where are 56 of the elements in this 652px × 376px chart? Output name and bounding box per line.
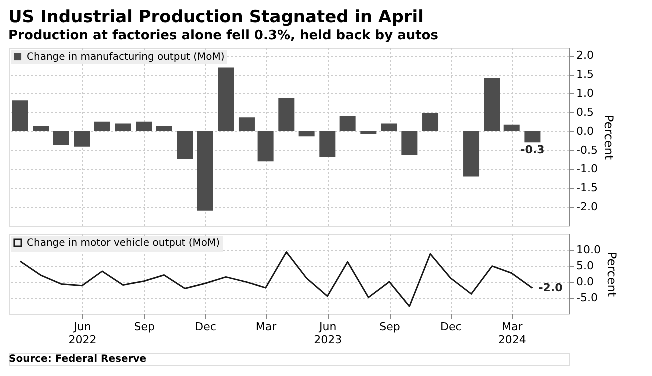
source-note: Source: Federal Reserve bbox=[9, 354, 147, 365]
y-axis-title: Percent bbox=[602, 114, 616, 160]
y-tick-label: 0.0 bbox=[576, 124, 594, 138]
bar bbox=[258, 131, 274, 162]
y-tick-label: -2.0 bbox=[576, 200, 598, 214]
line-series bbox=[20, 251, 534, 308]
bar bbox=[12, 100, 28, 132]
bar bbox=[53, 131, 70, 146]
bar bbox=[464, 131, 480, 177]
bar bbox=[320, 131, 336, 158]
y-axis-title: Percent bbox=[604, 252, 619, 298]
y-tick-label: 1.5 bbox=[576, 68, 594, 82]
y-tick-label: 2.0 bbox=[576, 49, 594, 62]
x-tick-label: Sep bbox=[134, 320, 156, 334]
legend-label: Change in motor vehicle output (MoM) bbox=[27, 238, 220, 249]
bar bbox=[238, 118, 255, 132]
bar bbox=[524, 131, 541, 143]
bar bbox=[136, 122, 152, 132]
chart-subtitle: Production at factories alone fell 0.3%, held back by autos bbox=[8, 28, 439, 44]
y-tick-label: 1.0 bbox=[576, 86, 594, 100]
bar bbox=[115, 124, 132, 132]
data-label: -0.3 bbox=[520, 144, 545, 157]
y-tick-label: 0.5 bbox=[576, 106, 594, 119]
bar bbox=[402, 131, 418, 156]
y-tick-label: -1.0 bbox=[576, 162, 598, 176]
bar bbox=[218, 68, 234, 132]
bar bbox=[74, 131, 90, 147]
data-label: -2.0 bbox=[538, 281, 564, 294]
bar bbox=[298, 131, 315, 137]
x-tick-label: Sep bbox=[380, 320, 400, 334]
x-tick-label: Mar bbox=[256, 320, 278, 334]
bar bbox=[484, 78, 500, 132]
bar bbox=[33, 126, 50, 132]
x-tick-label: Dec bbox=[440, 320, 462, 334]
x-tick-label: Mar 2024 bbox=[498, 320, 526, 346]
y-tick-label: 10.0 bbox=[576, 244, 601, 256]
y-tick-label: 5.0 bbox=[576, 260, 594, 272]
x-tick-label: Dec bbox=[195, 320, 216, 334]
y-tick-label: 0.0 bbox=[576, 276, 594, 288]
bar bbox=[177, 131, 194, 160]
bar bbox=[504, 124, 520, 132]
x-tick-label: Jun 2023 bbox=[314, 320, 342, 346]
y-tick-label: -1.5 bbox=[576, 182, 598, 195]
y-tick-label: -0.5 bbox=[576, 144, 598, 157]
bar bbox=[382, 124, 398, 132]
y-tick-label: -5.0 bbox=[576, 292, 598, 304]
bar bbox=[422, 113, 439, 132]
chart-title: US Industrial Production Stagnated in April bbox=[8, 8, 424, 28]
bar bbox=[156, 126, 172, 132]
bar bbox=[278, 98, 295, 132]
bar bbox=[340, 116, 356, 132]
bar bbox=[94, 122, 110, 132]
legend-label: Change in manufacturing output (MoM) bbox=[27, 52, 225, 63]
x-tick-label: Jun 2022 bbox=[68, 320, 97, 346]
bar bbox=[197, 131, 214, 211]
bar bbox=[360, 131, 377, 134]
